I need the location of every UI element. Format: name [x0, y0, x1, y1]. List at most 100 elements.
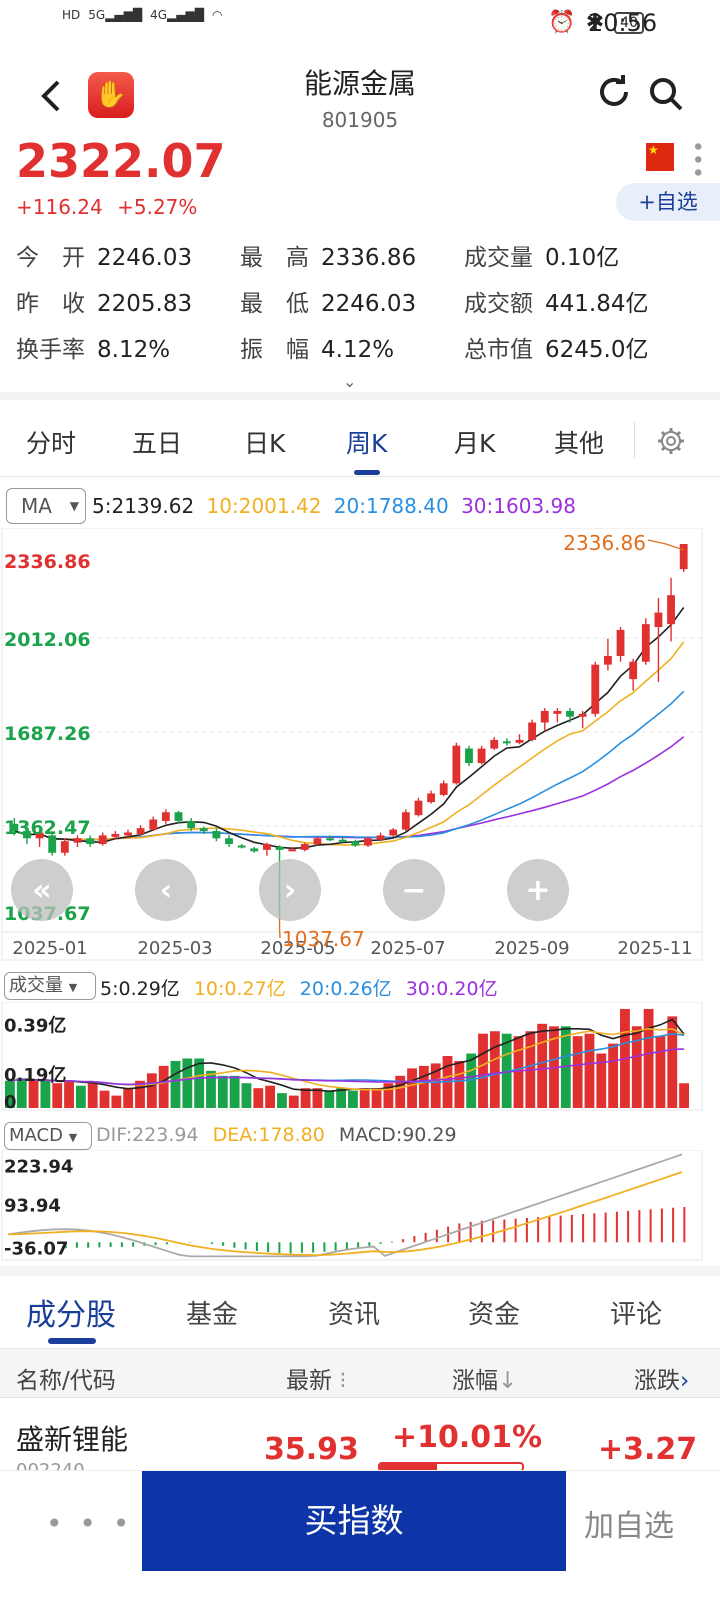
candle-body	[174, 812, 183, 821]
tab-comments[interactable]: 评论	[610, 1300, 663, 1330]
add-favorite-button[interactable]: 加自选	[584, 1509, 674, 1544]
candle-body	[313, 838, 322, 845]
x-tick-label: 2025-07	[370, 938, 445, 959]
rewind-button[interactable]: «	[11, 859, 73, 921]
volume-select-label: 成交量	[9, 975, 63, 996]
candle-body	[48, 835, 57, 853]
macd-values: DIF:223.94 DEA:178.80 MACD:90.29	[96, 1124, 465, 1146]
volume-bar	[146, 1073, 157, 1108]
volume-bar	[206, 1070, 216, 1108]
stat-label: 换手率	[16, 337, 85, 363]
volume-bar	[135, 1080, 145, 1108]
add-watchlist-button[interactable]: +自选	[616, 183, 720, 221]
search-button[interactable]	[648, 76, 683, 111]
stat-item: 成交量 0.10亿	[464, 238, 619, 272]
volume-indicator-select[interactable]: 成交量 ▼	[4, 972, 96, 1000]
macd-dif: DIF:223.94	[96, 1124, 199, 1146]
stat-item: 总市值 6245.0亿	[464, 330, 648, 364]
zoom-in-button[interactable]: +	[507, 859, 569, 921]
volume-bar	[430, 1063, 441, 1108]
section-tabs: 成分股 基金 资讯 资金 评论	[0, 1276, 720, 1346]
tab-intraday[interactable]: 分时	[26, 429, 77, 458]
zoom-in-icon	[507, 859, 569, 921]
settings-button[interactable]	[656, 426, 686, 463]
tab-capital[interactable]: 资金	[468, 1300, 521, 1330]
stock-price: 35.93	[264, 1432, 359, 1467]
tab-weekly-k[interactable]: 周K	[346, 429, 388, 458]
stat-label: 成交量	[464, 245, 533, 271]
macd-indicator-select[interactable]: MACD ▼	[4, 1122, 92, 1150]
stat-value: 441.84亿	[545, 291, 649, 317]
macd-chart[interactable]: 223.94 93.94 -36.07	[0, 1150, 720, 1262]
volume-bar	[111, 1095, 122, 1108]
volume-chart[interactable]: 0.39亿 0.19亿 0	[0, 1002, 720, 1116]
stat-value: 2246.03	[97, 245, 193, 271]
x-tick-label: 2025-09	[494, 938, 569, 959]
high-annotation-line	[647, 539, 684, 551]
macd-select-label: MACD	[9, 1125, 63, 1146]
volume-bar	[87, 1083, 98, 1108]
candle-body	[578, 713, 587, 717]
table-header: 名称/代码 最新 ⁝ 涨幅↓ 涨跌›	[0, 1348, 720, 1398]
candle-body	[515, 739, 524, 743]
bottom-action-bar: • • • 买指数 加自选	[0, 1470, 720, 1600]
stat-value: 4.12%	[321, 337, 395, 363]
tab-monthly-k[interactable]: 月K	[454, 429, 496, 458]
volume-bar	[300, 1088, 311, 1108]
candle-body	[237, 845, 246, 848]
volume-bar	[158, 1065, 169, 1108]
high-annotation: 2336.86	[563, 531, 646, 555]
status-bar: HD 5G▂▄▆█ 4G▂▄▆█ ◠ ⏰ ✱ 40 20:56	[0, 0, 720, 48]
candle-body	[667, 595, 675, 625]
volume-bar	[229, 1075, 240, 1108]
volume-bar	[655, 1036, 666, 1108]
candle-body	[338, 839, 347, 842]
volume-bar	[667, 1016, 678, 1108]
more-options-icon[interactable]: •••	[684, 140, 709, 179]
buy-index-button[interactable]: 买指数	[142, 1471, 566, 1571]
col-change-pct[interactable]: 涨幅↓	[452, 1361, 517, 1395]
candle-body	[351, 841, 360, 846]
search-icon	[650, 78, 683, 111]
tab-other[interactable]: 其他	[554, 429, 605, 458]
signal-icons: HD 5G▂▄▆█ 4G▂▄▆█ ◠	[62, 8, 222, 22]
volume-bar	[5, 1080, 15, 1108]
tab-five-day[interactable]: 五日	[132, 429, 183, 458]
low-annotation: 1037.67	[282, 927, 365, 951]
tab-constituents[interactable]: 成分股	[26, 1298, 116, 1333]
tab-funds[interactable]: 基金	[186, 1300, 239, 1330]
col-change[interactable]: 涨跌›	[634, 1361, 689, 1395]
volume-bar	[99, 1090, 110, 1108]
active-tab-indicator	[354, 470, 380, 475]
candle-body	[187, 820, 196, 829]
candle-body	[10, 823, 19, 832]
vol-ma10: 10:0.27亿	[193, 978, 286, 1000]
refresh-button[interactable]	[596, 74, 632, 119]
price-change: +116.24 +5.27%	[16, 195, 197, 219]
signal-5g-icon: 5G▂▄▆█	[88, 8, 143, 22]
volume-bar	[75, 1085, 86, 1108]
chevron-left-button[interactable]: ‹	[135, 859, 197, 921]
col-name-code[interactable]: 名称/代码	[16, 1368, 116, 1394]
back-button[interactable]	[36, 76, 66, 116]
candle-body	[86, 838, 95, 845]
app-logo-icon[interactable]: ✋	[88, 72, 134, 118]
macd-frame	[1, 1150, 703, 1261]
candle-body	[149, 819, 158, 830]
tab-news[interactable]: 资讯	[328, 1300, 381, 1330]
chevron-right-button[interactable]: ›	[259, 859, 321, 921]
zoom-in-icon-glyph: +	[525, 873, 550, 908]
tab-daily-k[interactable]: 日K	[244, 429, 286, 458]
candle-body	[73, 838, 82, 843]
more-button[interactable]: • • •	[46, 1507, 134, 1540]
candle-body	[250, 848, 259, 852]
candlestick-chart[interactable]: 2336.862012.061687.261362.471037.672025-…	[0, 528, 720, 968]
ma-indicator-select[interactable]: MA ▼	[6, 488, 86, 524]
candle-body	[98, 835, 107, 845]
macd-y-label: -36.07	[4, 1238, 68, 1259]
expand-chevron-icon[interactable]: ⌄	[343, 372, 357, 391]
candle-body	[591, 664, 600, 714]
clock: 20:56	[588, 9, 658, 37]
col-latest[interactable]: 最新 ⁝	[286, 1361, 347, 1395]
zoom-out-button[interactable]: −	[383, 859, 445, 921]
